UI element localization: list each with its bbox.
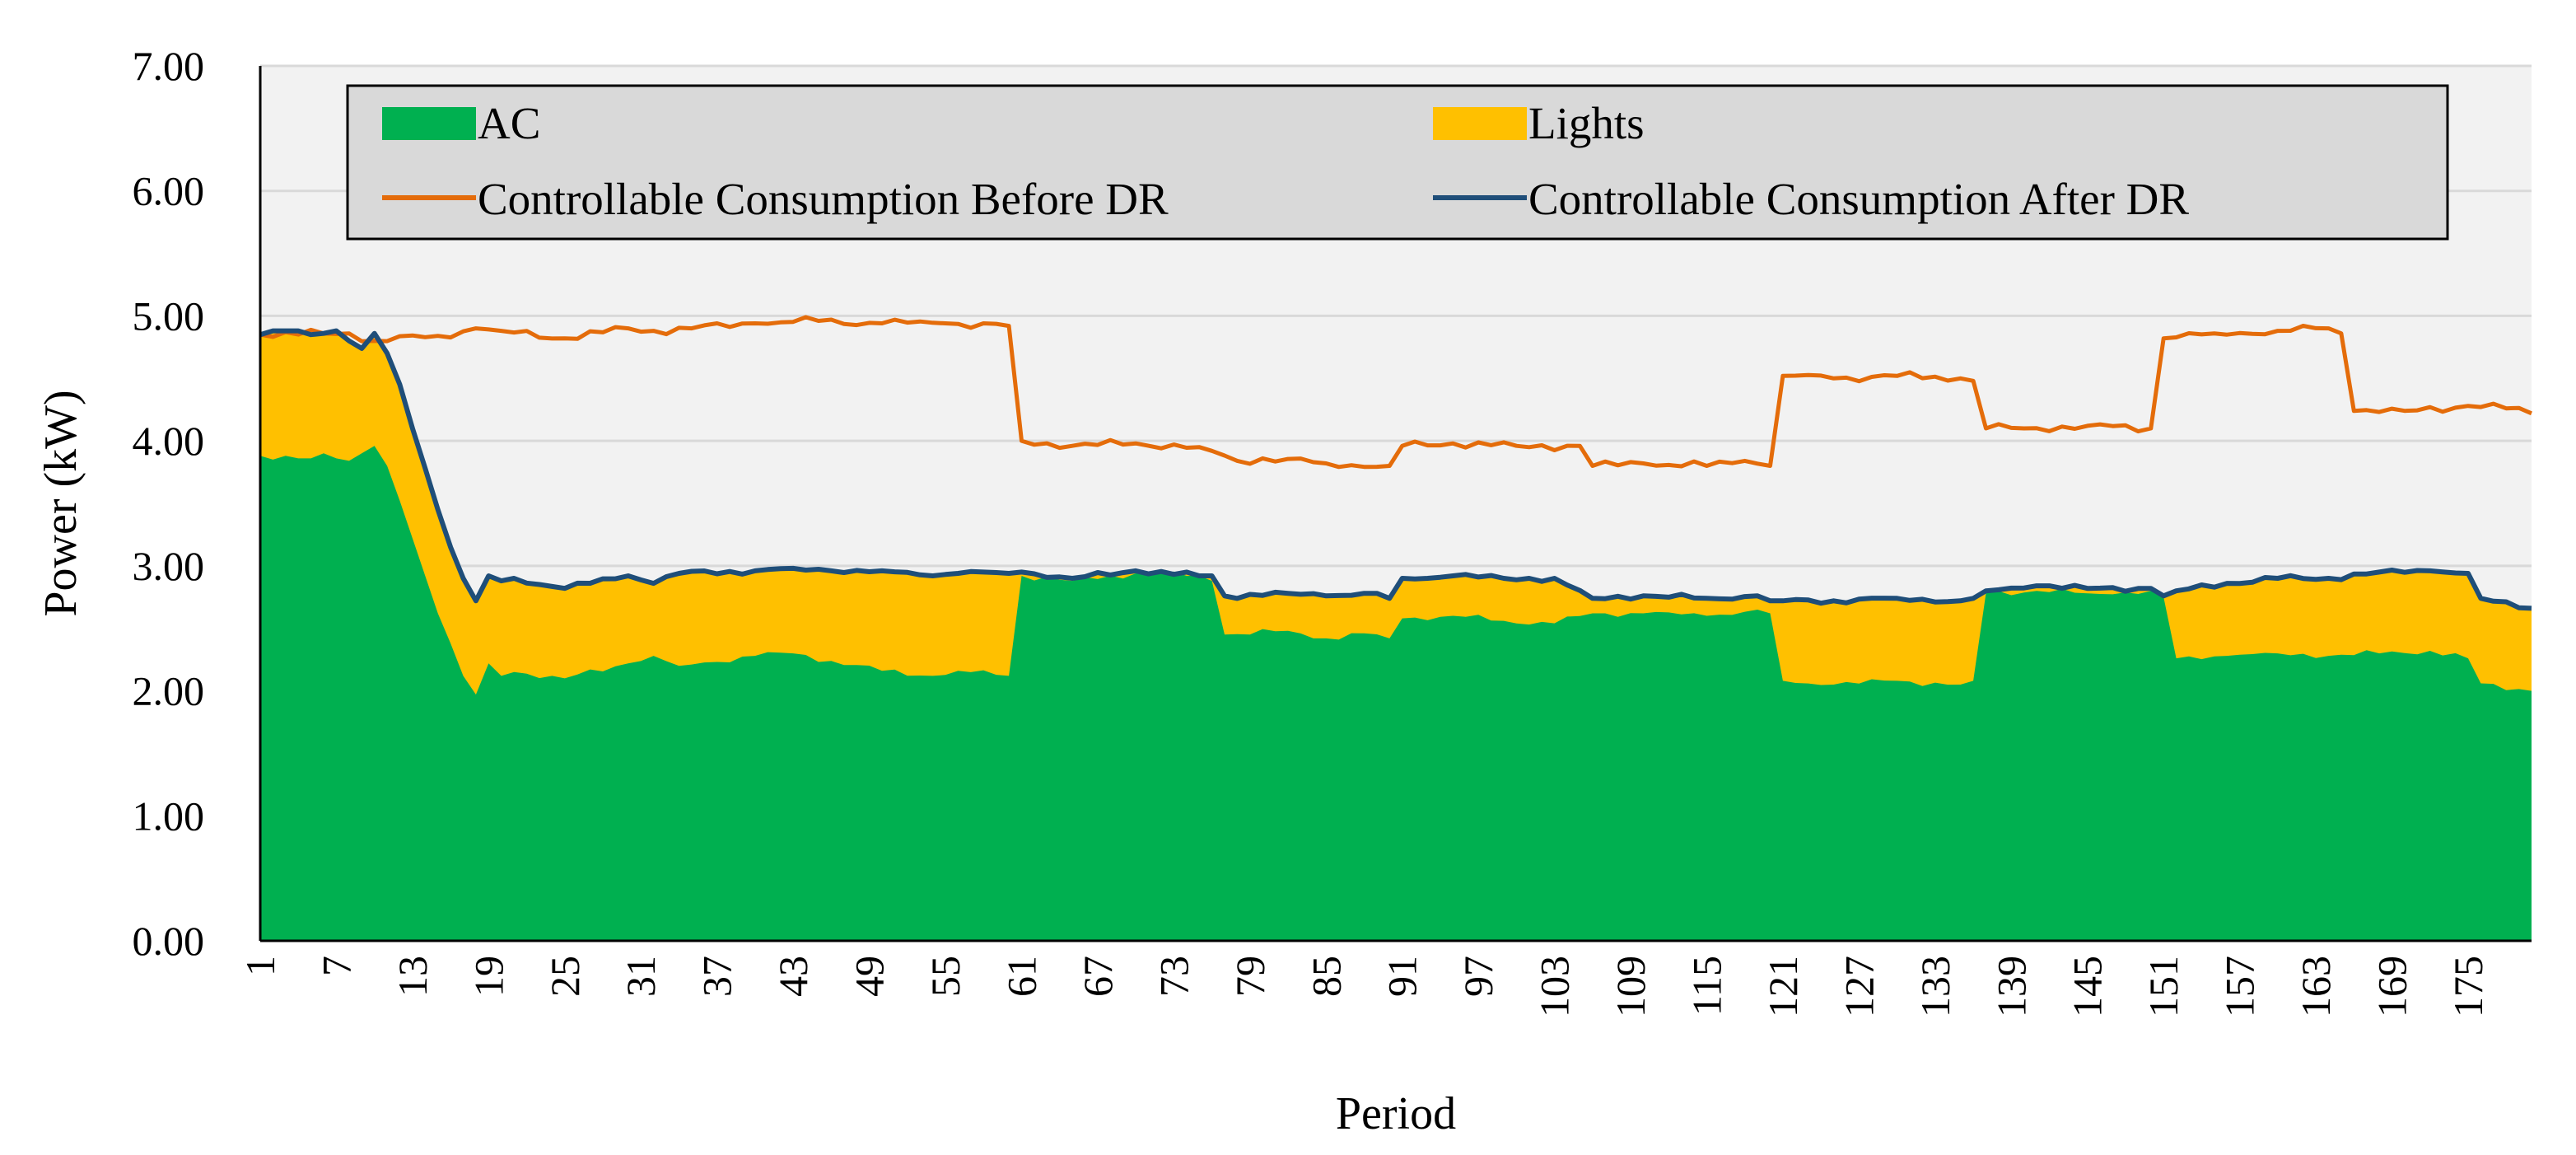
y-tick-label: 6.00 [133,168,205,214]
before-dr-line [259,315,2532,470]
x-tick-label: 85 [1303,956,1349,997]
x-tick-label: 91 [1379,956,1426,997]
y-tick-label: 0.00 [133,918,205,964]
y-tick-label: 7.00 [133,43,205,89]
y-tick-label: 3.00 [133,543,205,589]
x-tick-label: 13 [390,956,436,997]
ac-area [260,446,2532,941]
legend-lights-label: Lights [1528,98,1645,148]
x-tick-label: 169 [2369,956,2415,1017]
x-tick-label: 115 [1683,956,1729,1016]
x-tick-label: 37 [694,956,740,997]
x-tick-label: 61 [998,956,1044,997]
x-tick-label: 109 [1608,956,1654,1017]
legend-after-label: Controllable Consumption After DR [1528,174,2189,224]
legend-ac-label: AC [478,98,540,148]
x-tick-label: 1 [237,956,283,976]
x-tick-label: 97 [1455,956,1501,997]
x-tick-label: 55 [922,956,968,997]
x-axis-title: Period [1336,1088,1456,1139]
y-tick-label: 4.00 [133,418,205,464]
legend-before-label: Controllable Consumption Before DR [478,174,1169,224]
x-tick-label: 133 [1912,956,1958,1017]
y-axis-title: Power (kW) [35,390,86,616]
legend: AC Lights Controllable Consumption Befor… [346,84,2449,241]
x-tick-label: 79 [1227,956,1273,997]
x-tick-label: 175 [2445,956,2491,1017]
legend-lights-swatch [1433,107,1527,140]
y-tick-label: 2.00 [133,668,205,714]
y-tick-label: 1.00 [133,793,205,839]
legend-box [346,84,2449,241]
x-tick-label: 67 [1075,956,1121,997]
x-tick-label: 121 [1760,956,1806,1017]
y-tick-labels: 0.00 1.00 2.00 3.00 4.00 5.00 6.00 7.00 [133,43,205,964]
x-tick-label: 19 [465,956,511,997]
x-tick-label: 7 [313,956,359,976]
x-tick-label: 49 [847,956,893,997]
x-tick-label: 103 [1532,956,1578,1017]
x-tick-label: 157 [2217,956,2263,1017]
x-tick-label: 127 [1836,956,1882,1017]
x-tick-label: 31 [618,956,664,997]
x-tick-label: 163 [2293,956,2339,1017]
x-tick-label: 139 [1988,956,2034,1017]
legend-ac-swatch [382,107,476,140]
y-tick-label: 5.00 [133,292,205,339]
x-tick-label: 43 [770,956,816,997]
after-dr-line [259,328,2532,611]
x-tick-label: 151 [2140,956,2186,1017]
x-tick-labels: 1 7 13 19 25 31 37 43 49 55 61 67 73 79 85 91 97 103 109 11… [237,956,2491,1017]
x-tick-label: 73 [1150,956,1197,997]
x-tick-label: 25 [542,956,588,997]
x-tick-label: 145 [2065,956,2111,1017]
